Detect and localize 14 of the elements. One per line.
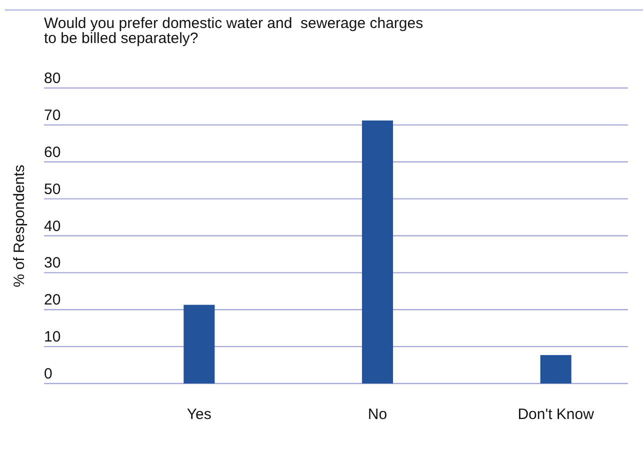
y-tick-label: 80 [44, 70, 61, 87]
y-tick-label: 70 [44, 106, 61, 124]
y-tick-label: 0 [44, 366, 52, 382]
y-tick-label: 40 [44, 218, 61, 235]
y-tick-label: 30 [44, 254, 61, 272]
x-tick-label: Yes [186, 406, 212, 423]
x-tick-label: Don't Know [518, 406, 594, 423]
chart-title: Would you prefer domestic water and sewerage charges to be billed separately? [44, 15, 424, 47]
y-tick-label: 50 [44, 180, 61, 198]
y-tick-label: 10 [44, 328, 61, 346]
x-tick-label: No [368, 406, 388, 423]
y-axis-title: % of Respondents [11, 164, 28, 288]
y-tick-label: 20 [44, 292, 61, 309]
y-tick-label: 60 [44, 144, 61, 161]
